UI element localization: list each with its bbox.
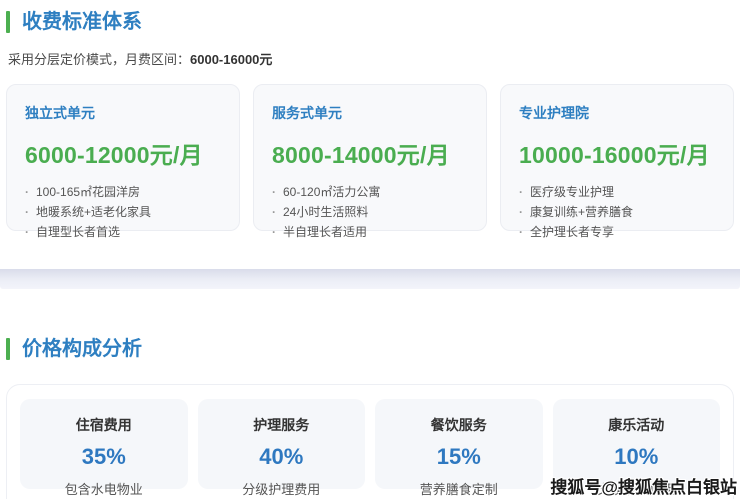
feature-item: 康复训练+营养膳食	[519, 202, 715, 222]
composition-panel: 住宿费用 35% 包含水电物业 护理服务 40% 分级护理费用 餐饮服务 15%…	[6, 384, 734, 499]
feature-item: 医疗级专业护理	[519, 182, 715, 202]
fees-subtitle-range: 6000-16000元	[190, 52, 273, 67]
stat-label: 住宿费用	[75, 417, 132, 433]
stat-percent: 15%	[436, 444, 481, 469]
stat-card-nursing: 护理服务 40% 分级护理费用	[197, 399, 365, 497]
stat-description: 包含水电物业	[64, 482, 143, 497]
section-divider	[0, 269, 740, 289]
section-fee-standards: 收费标准体系 采用分层定价模式，月费区间：6000-16000元 独立式单元 6…	[0, 0, 740, 239]
accent-bar	[6, 11, 10, 33]
accent-bar	[6, 338, 10, 360]
price-card-price: 10000-16000元/月	[519, 142, 710, 168]
feature-item: 自理型长者首选	[25, 222, 221, 242]
feature-item: 半自理长者适用	[272, 222, 468, 242]
feature-list: 医疗级专业护理 康复训练+营养膳食 全护理长者专享	[519, 182, 715, 242]
stat-percent: 10%	[614, 444, 659, 469]
section-header: 价格构成分析	[6, 336, 734, 362]
price-card-serviced-unit: 服务式单元 8000-14000元/月 60-120㎡活力公寓 24小时生活照料…	[253, 84, 487, 239]
stat-label: 康乐活动	[608, 417, 665, 433]
feature-item: 24小时生活照料	[272, 202, 468, 222]
feature-item: 地暖系统+适老化家具	[25, 202, 221, 222]
price-card-price: 8000-14000元/月	[272, 142, 450, 168]
price-card-title: 专业护理院	[519, 105, 589, 121]
stat-label: 护理服务	[253, 417, 310, 433]
price-card-price: 6000-12000元/月	[25, 142, 203, 168]
price-card-title: 服务式单元	[272, 105, 342, 121]
section-header: 收费标准体系	[6, 9, 734, 35]
section-price-composition: 价格构成分析 住宿费用 35% 包含水电物业 护理服务 40% 分级护理费用 餐…	[0, 336, 740, 499]
stat-percent: 35%	[81, 444, 126, 469]
stat-card-accommodation: 住宿费用 35% 包含水电物业	[20, 399, 188, 497]
feature-list: 60-120㎡活力公寓 24小时生活照料 半自理长者适用	[272, 182, 468, 242]
section-title-composition: 价格构成分析	[22, 338, 142, 360]
price-card-row: 独立式单元 6000-12000元/月 100-165㎡花园洋房 地暖系统+适老…	[6, 84, 734, 239]
price-card-title: 独立式单元	[25, 105, 95, 121]
section-title-fees: 收费标准体系	[22, 11, 142, 33]
price-card-independent-unit: 独立式单元 6000-12000元/月 100-165㎡花园洋房 地暖系统+适老…	[6, 84, 240, 239]
stat-card-recreation: 康乐活动 10% 文娱设施使用	[552, 399, 720, 497]
stat-card-catering: 餐饮服务 15% 营养膳食定制	[375, 399, 543, 497]
feature-item: 100-165㎡花园洋房	[25, 182, 221, 202]
fees-subtitle-prefix: 采用分层定价模式，月费区间：	[8, 52, 191, 67]
stat-percent: 40%	[259, 444, 304, 469]
fees-subtitle: 采用分层定价模式，月费区间：6000-16000元	[8, 49, 734, 68]
feature-list: 100-165㎡花园洋房 地暖系统+适老化家具 自理型长者首选	[25, 182, 221, 242]
stat-description: 分级护理费用	[242, 482, 321, 497]
stat-description: 营养膳食定制	[419, 482, 498, 497]
feature-item: 60-120㎡活力公寓	[272, 182, 468, 202]
stat-label: 餐饮服务	[430, 417, 487, 433]
price-card-nursing-home: 专业护理院 10000-16000元/月 医疗级专业护理 康复训练+营养膳食 全…	[500, 84, 734, 239]
watermark: 搜狐号@搜狐焦点白银站	[550, 478, 737, 497]
stat-card-row: 住宿费用 35% 包含水电物业 护理服务 40% 分级护理费用 餐饮服务 15%…	[20, 399, 720, 497]
stat-description: 文娱设施使用	[597, 482, 676, 497]
feature-item: 全护理长者专享	[519, 222, 715, 242]
